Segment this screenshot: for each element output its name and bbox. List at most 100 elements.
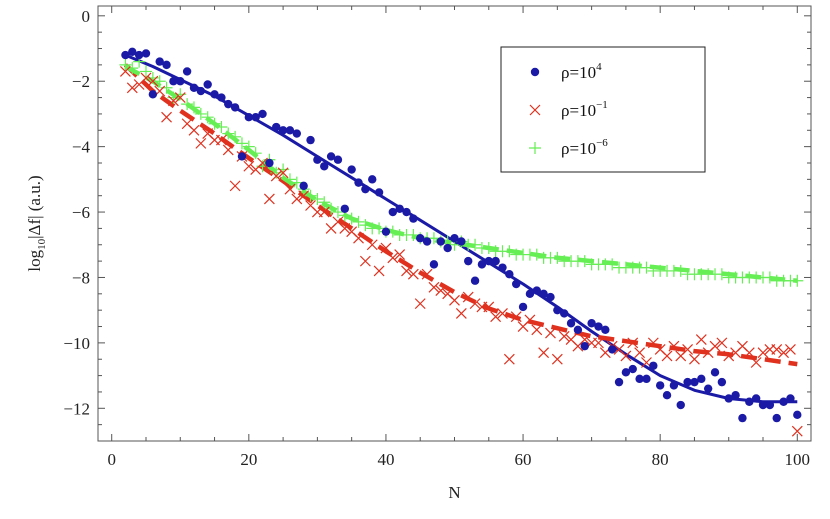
data-point <box>320 162 329 171</box>
data-point <box>313 155 322 164</box>
x-axis-label: N <box>448 483 460 502</box>
data-point <box>292 129 302 138</box>
y-tick-label: −12 <box>63 399 90 418</box>
data-point <box>257 157 268 169</box>
data-point <box>703 384 713 393</box>
data-point <box>265 158 274 168</box>
data-point <box>763 271 776 284</box>
data-point <box>771 343 783 355</box>
data-point <box>147 75 159 87</box>
data-point <box>333 155 343 164</box>
data-point <box>374 188 384 197</box>
data-point <box>217 93 226 102</box>
legend-label-exponent: −6 <box>596 137 608 149</box>
data-point <box>283 173 296 186</box>
data-point <box>578 255 591 268</box>
legend-label-exponent: 4 <box>596 61 602 73</box>
data-point <box>469 298 481 310</box>
data-point <box>409 214 418 223</box>
data-point <box>717 377 727 387</box>
data-point <box>484 256 493 266</box>
data-point <box>373 222 386 235</box>
x-tick-label: 0 <box>107 450 116 469</box>
data-point <box>229 130 242 143</box>
data-point <box>326 152 336 161</box>
legend-label-base: ρ=10 <box>561 139 596 158</box>
data-point <box>242 140 255 153</box>
legend-label: ρ=10−1 <box>561 99 608 120</box>
data-point <box>642 374 651 384</box>
data-point <box>208 117 221 130</box>
data-point <box>785 343 796 355</box>
data-point <box>181 98 194 111</box>
data-point <box>545 327 556 339</box>
data-point <box>503 245 516 258</box>
data-point <box>455 308 467 319</box>
y-tick-label: −8 <box>72 268 90 287</box>
data-point <box>201 111 214 124</box>
data-point <box>710 368 720 377</box>
data-point <box>194 107 207 120</box>
data-point <box>140 72 152 84</box>
data-point <box>373 265 385 277</box>
data-point <box>579 334 591 346</box>
data-point <box>421 268 433 280</box>
data-point <box>427 232 440 245</box>
data-point <box>443 243 452 253</box>
data-point <box>470 276 480 285</box>
ticks-layer: 0 20 40 60 80 100 0 −2 −4 −6 −8 −10 −12 <box>63 6 811 469</box>
data-point <box>745 397 754 406</box>
data-point <box>203 80 212 89</box>
x-tick-label: 100 <box>785 450 811 469</box>
data-point <box>414 298 426 310</box>
data-point <box>139 65 152 78</box>
data-point <box>483 301 495 313</box>
data-point <box>601 325 610 334</box>
data-point <box>738 413 747 423</box>
data-point <box>298 190 310 202</box>
data-point <box>270 170 282 182</box>
data-point <box>224 99 233 109</box>
data-point <box>222 144 234 156</box>
legend-label-base: ρ=10 <box>561 101 596 120</box>
data-point <box>491 256 500 266</box>
data-point <box>716 337 728 349</box>
data-point <box>607 345 617 354</box>
data-point <box>532 286 541 295</box>
data-point <box>697 374 706 384</box>
data-point <box>354 178 363 187</box>
data-point <box>525 289 535 299</box>
data-point <box>676 400 685 410</box>
x-tick-label: 80 <box>652 450 669 469</box>
data-point <box>215 121 228 134</box>
data-point <box>285 126 295 135</box>
data-point <box>551 353 563 365</box>
data-point <box>482 242 495 255</box>
data-point <box>126 82 138 94</box>
fit-curve <box>124 64 798 283</box>
data-point <box>791 274 804 287</box>
data-point <box>450 234 459 243</box>
data-point <box>304 189 317 202</box>
y-axis-label-prefix: log <box>25 249 44 271</box>
data-point <box>772 413 781 423</box>
data-point <box>627 337 639 349</box>
data-point <box>169 77 178 86</box>
data-point <box>215 134 227 146</box>
data-point <box>153 75 166 88</box>
data-point <box>407 268 419 280</box>
data-point <box>121 50 130 60</box>
data-point <box>381 227 391 236</box>
data-point <box>258 109 267 119</box>
data-point <box>695 334 707 346</box>
y-tick-label: −2 <box>72 72 90 91</box>
data-point <box>119 65 131 77</box>
data-point <box>614 377 624 387</box>
data-point <box>188 124 200 136</box>
y-tick-label: −10 <box>63 334 90 353</box>
data-point <box>359 255 371 267</box>
data-point <box>668 340 680 352</box>
data-point <box>593 337 604 349</box>
data-point <box>251 113 260 122</box>
